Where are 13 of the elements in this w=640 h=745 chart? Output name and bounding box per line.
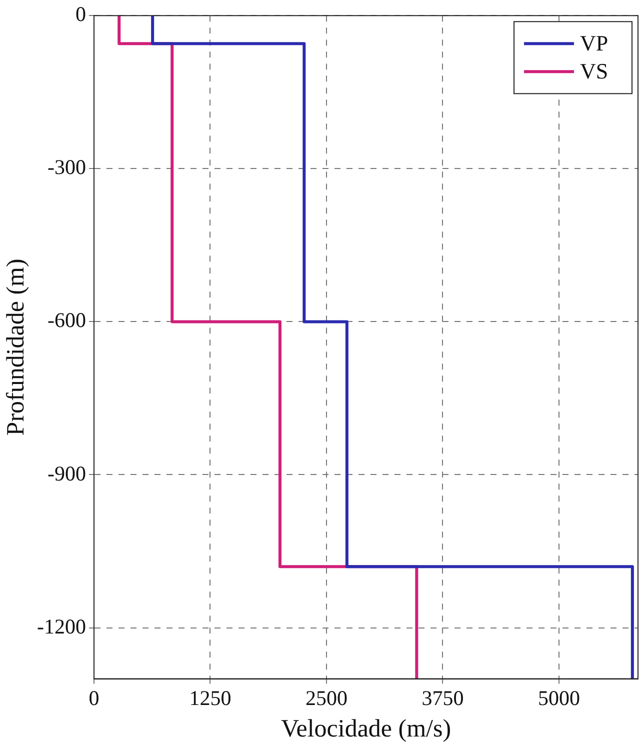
x-tick-label: 3750	[422, 686, 464, 710]
y-tick-label: -1200	[36, 614, 86, 638]
y-tick-label: -600	[47, 308, 86, 332]
x-axis-title: Velocidade (m/s)	[280, 716, 452, 743]
y-tick-label: -300	[47, 155, 86, 180]
y-axis-title: Profundidade (m)	[2, 258, 30, 436]
y-tick-label: 0	[75, 2, 86, 26]
x-tick-label: 5000	[538, 686, 580, 710]
legend-label: VP	[580, 30, 608, 56]
y-tick-label: -900	[47, 461, 86, 486]
x-tick-label: 1250	[189, 686, 232, 710]
legend-label: VS	[580, 58, 608, 84]
x-tick-label: 2500	[305, 686, 348, 710]
